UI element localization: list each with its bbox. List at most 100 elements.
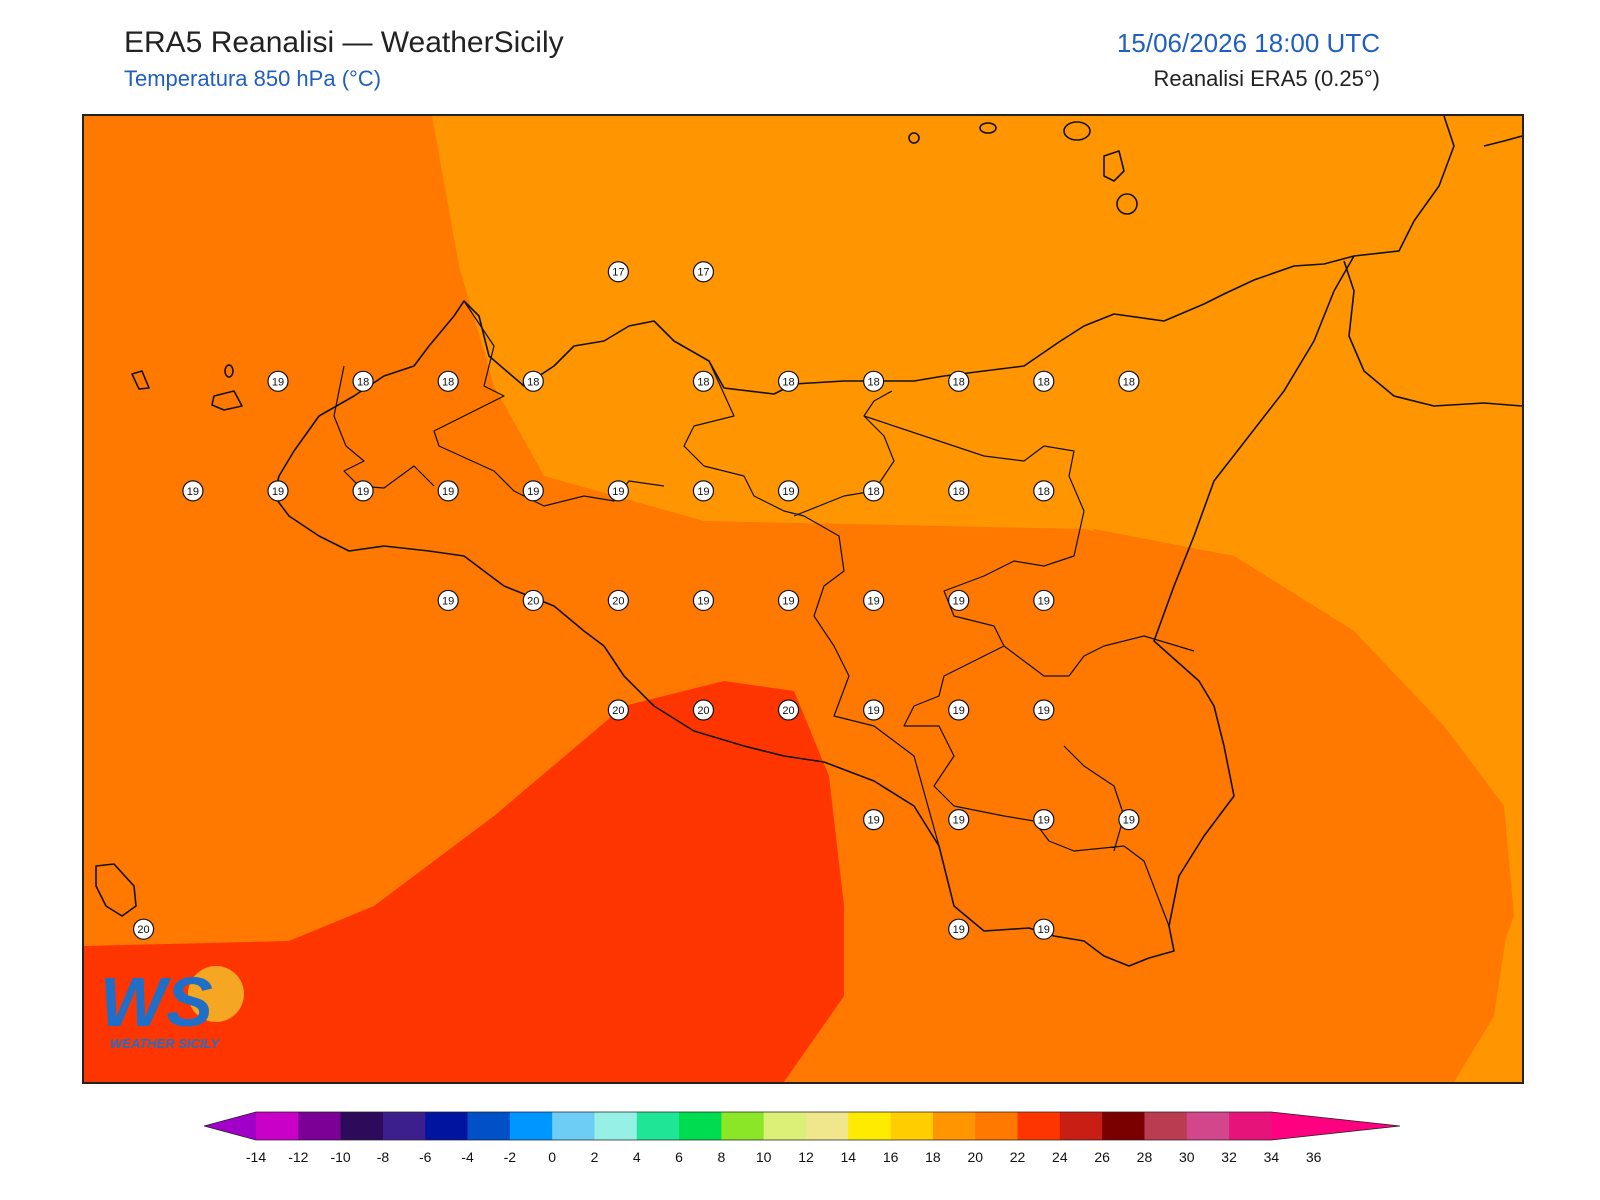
temp-label-marker xyxy=(948,370,970,392)
colorbar-tick-label: 10 xyxy=(756,1149,772,1165)
temp-label-marker xyxy=(1033,370,1055,392)
temp-label-marker xyxy=(132,918,155,940)
colorbar-swatch xyxy=(594,1112,638,1140)
temp-label-value: 17 xyxy=(612,267,624,279)
temp-label-value: 18 xyxy=(953,376,965,388)
temp-label-marker xyxy=(777,370,800,392)
temp-label-marker xyxy=(948,918,970,940)
temp-label: 20 xyxy=(777,699,800,721)
temp-label-value: 18 xyxy=(953,486,965,498)
temp-label: 20 xyxy=(132,918,155,940)
temp-label: 19 xyxy=(1033,699,1055,721)
colorbar-swatch xyxy=(1017,1112,1061,1140)
colorbar-tick-label: 4 xyxy=(633,1149,641,1165)
island-vulcano xyxy=(1116,193,1138,215)
temp-label-value: 19 xyxy=(867,815,879,827)
data-source: Reanalisi ERA5 (0.25°) xyxy=(1153,66,1380,91)
temp-label-value: 20 xyxy=(137,924,149,936)
temp-label-marker xyxy=(777,480,800,502)
temp-label: 20 xyxy=(692,699,715,721)
temp-label-marker xyxy=(777,589,800,612)
temp-label-value: 19 xyxy=(272,486,284,498)
temp-label: 19 xyxy=(437,480,459,502)
temp-label: 19 xyxy=(267,370,289,392)
temp-label: 18 xyxy=(692,370,715,392)
temp-label-marker xyxy=(1118,808,1140,831)
colorbar-tick-label: 22 xyxy=(1010,1149,1026,1165)
temp-label-marker xyxy=(267,370,289,392)
temp-label-marker xyxy=(692,370,715,392)
temp-label: 19 xyxy=(1118,808,1140,831)
colorbar-swatch xyxy=(975,1112,1019,1140)
temp-label-marker xyxy=(692,699,715,721)
temp-label-marker xyxy=(863,370,885,392)
logo-letters: WS xyxy=(100,963,213,1041)
temp-label: 18 xyxy=(948,480,970,502)
temp-label-marker xyxy=(437,589,459,612)
temp-label: 19 xyxy=(692,589,715,612)
colorbar-tick-label: 36 xyxy=(1306,1149,1322,1165)
colorbar-tick-label: -2 xyxy=(504,1149,517,1165)
temp-label-marker xyxy=(692,261,715,283)
colorbar-swatch xyxy=(848,1112,892,1140)
temp-label: 18 xyxy=(863,480,885,502)
temp-label: 18 xyxy=(1118,370,1140,392)
temp-label: 17 xyxy=(692,261,715,283)
temp-label-marker xyxy=(777,699,800,721)
temp-label-value: 18 xyxy=(1038,486,1050,498)
colorbar-tick-label: 8 xyxy=(717,1149,725,1165)
colorbar-swatch xyxy=(932,1112,976,1140)
colorbar-tick-label: -4 xyxy=(461,1149,474,1165)
temp-label: 19 xyxy=(863,808,885,831)
colorbar-swatch xyxy=(298,1112,342,1140)
temp-label: 17 xyxy=(607,261,629,283)
colorbar-tick-label: -14 xyxy=(246,1149,266,1165)
temp-label-marker xyxy=(437,480,459,502)
temp-label-marker xyxy=(948,589,970,612)
island-levanzo xyxy=(224,364,234,378)
temp-label-value: 19 xyxy=(357,486,369,498)
temp-label: 19 xyxy=(948,918,970,940)
temperature-labels: 17 17 19 18 18 18 18 18 18 18 18 18 19 19 19 19 19 19 19 19… xyxy=(132,261,1140,940)
colorbar-canvas: -14 -12 -10 -8 -6 -4 -2 0 2 4 6 8 10 12 14 16 18 20 22 24 26… xyxy=(202,1111,1401,1165)
temp-label-marker xyxy=(863,699,885,721)
ws-logo-mark: WS WEATHER SICILY xyxy=(100,963,244,1051)
colorbar-tick-label: 26 xyxy=(1094,1149,1110,1165)
temp-label: 19 xyxy=(948,699,970,721)
temp-label-marker xyxy=(1033,699,1055,721)
temp-label-value: 17 xyxy=(697,267,709,279)
temp-label-marker xyxy=(863,589,885,612)
temperature-map: 17 17 19 18 18 18 18 18 18 18 18 18 19 19 19 19 19 19 19 19… xyxy=(82,114,1524,1084)
temp-label-value: 19 xyxy=(527,486,539,498)
colorbar-outline xyxy=(202,1111,1401,1141)
calabria-north-coast xyxy=(1483,135,1522,147)
weathersicily-logo: WS WEATHER SICILY xyxy=(98,954,248,1054)
temp-label-marker xyxy=(863,808,885,831)
temp-label-value: 18 xyxy=(442,376,454,388)
temp-label: 19 xyxy=(777,480,800,502)
island-stromboli xyxy=(908,132,920,144)
colorbar-swatch xyxy=(1186,1112,1230,1140)
temp-label: 18 xyxy=(437,370,459,392)
temp-label: 19 xyxy=(267,480,289,502)
temp-label-value: 19 xyxy=(187,486,199,498)
colorbar-tick-label: 28 xyxy=(1137,1149,1153,1165)
colorbar-swatch xyxy=(1229,1112,1272,1140)
temp-label-value: 19 xyxy=(867,595,879,607)
temp-label-value: 18 xyxy=(357,376,369,388)
temp-zone-18-20-southeast xyxy=(784,529,1509,1082)
colorbar-swatch xyxy=(1102,1112,1145,1140)
temp-label-value: 19 xyxy=(953,595,965,607)
colorbar: -14 -12 -10 -8 -6 -4 -2 0 2 4 6 8 10 12 14 16 18 20 22 24 26… xyxy=(202,1106,1404,1171)
temp-label: 20 xyxy=(607,589,629,612)
temp-label-value: 19 xyxy=(697,595,709,607)
temp-label: 18 xyxy=(522,370,544,392)
island-salina xyxy=(1063,121,1091,141)
valid-datetime: 15/06/2026 18:00 UTC xyxy=(1116,28,1380,58)
temp-label-value: 19 xyxy=(612,486,624,498)
colorbar-swatch xyxy=(256,1112,299,1140)
temp-label: 19 xyxy=(863,589,885,612)
island-favignana xyxy=(211,390,243,411)
temp-label-marker xyxy=(948,480,970,502)
colorbar-swatch xyxy=(340,1112,384,1140)
